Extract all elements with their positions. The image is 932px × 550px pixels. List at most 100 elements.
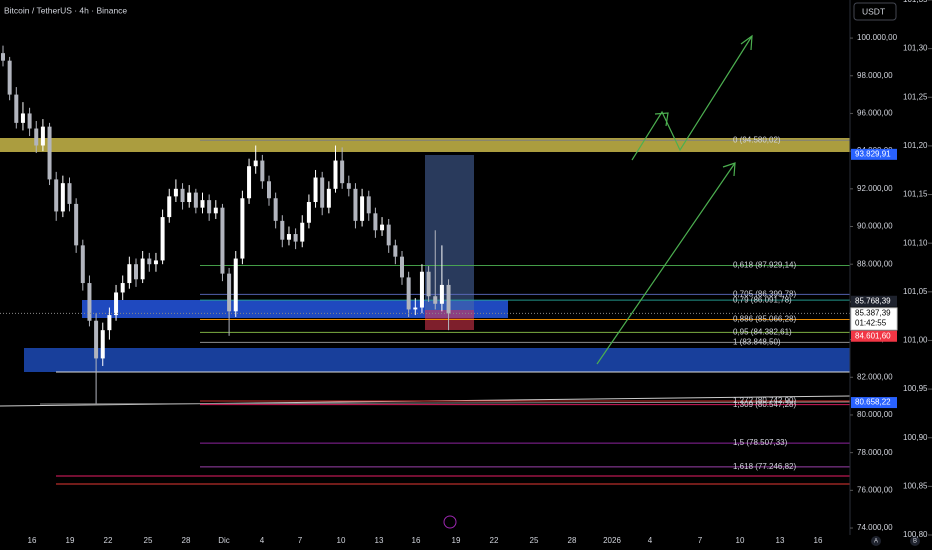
x-tick-label: 7 [698,536,703,545]
x-tick-label: 28 [182,536,191,545]
x-tick-label: 19 [452,536,461,545]
x-tick-label: 28 [568,536,577,545]
candle-body [419,271,424,308]
price-badge [851,295,897,307]
fib-label: 0,705 (86.399,78) [733,289,796,298]
currency-button[interactable] [853,2,897,21]
candle-body [433,296,438,304]
fib-label: 1,5 (78.507,33) [733,438,788,447]
candle-body [127,264,132,284]
countdown: 01:42:55 [855,319,887,328]
event-icon[interactable] [443,515,457,529]
time-axis-panel [0,535,932,550]
candle-body [213,207,218,214]
candle-body [333,160,338,189]
x-tick-label: 16 [28,536,37,545]
fib-label: 1,272 (80.742,90) [733,396,796,405]
y2-tick-label: 100,80 [903,530,928,539]
y-tick-label: 98.000,00 [857,71,893,80]
axes: 100.000,0098.000,0096.000,0094.000,0092.… [28,0,932,545]
candle-body [227,273,232,312]
arrow-head [722,162,736,177]
candle-body [220,207,225,274]
candle-body [380,224,385,231]
candle-body [134,264,138,280]
position-target [425,155,474,310]
x-tick-label: 4 [260,536,265,545]
x-tick-label: 25 [144,536,153,545]
x-tick-label: 22 [104,536,113,545]
x-tick-label: 13 [776,536,785,545]
candle-body [340,160,345,184]
candle-body [27,113,32,129]
candle-body [54,179,59,212]
x-tick-label: 10 [736,536,745,545]
candle-body [366,196,371,214]
candle-body [280,220,285,240]
y-tick-label: 76.000,00 [857,485,893,494]
candle-body [386,224,391,246]
candle-body [47,126,52,180]
candle-body [240,198,245,259]
candle-body [80,245,85,284]
candle-body [173,188,178,197]
price-badge [851,397,897,409]
y2-tick-label: 101,35 [903,0,928,4]
fib-label: 1,309 (80.547,28) [733,400,796,409]
y2-tick-label: 101,10 [903,238,928,247]
x-tick-label: 10 [337,536,346,545]
price-axis-panel [850,0,932,550]
candle-body [153,260,158,265]
candle-body [7,60,12,95]
price-badge [851,148,897,160]
log-button[interactable] [910,536,920,546]
candle-body [140,258,145,280]
x-tick-label: Dic [218,536,230,545]
candle-body [87,283,92,321]
price-badge-label: 85.387,39 [855,309,891,318]
arrow-head [654,112,669,127]
auto-button[interactable] [871,536,881,546]
fib-label: 0,79 (86.091,78) [733,295,792,304]
candle-body [233,258,238,312]
candle-body [406,277,411,310]
arrow-head [740,34,753,51]
candle-body [413,307,418,310]
log-button-label[interactable]: B [913,539,917,545]
supply-zone [0,138,850,152]
candle-body [346,183,351,189]
fib-label: 0,886 (85.066,28) [733,315,796,324]
y2-tick-label: 101,05 [903,287,928,296]
projection-arrows [596,34,753,365]
fib-label: 1,618 (77.246,82) [733,462,796,471]
x-tick-label: 25 [530,536,539,545]
candle-body [247,166,252,199]
fib-label: 1 (83.848,50) [733,338,781,347]
candle-body [20,113,25,123]
arrow [596,162,736,365]
candle-body [313,177,318,203]
candle-body [187,192,192,203]
y-tick-label: 92.000,00 [857,184,893,193]
fib-label: 0,618 (87.929,14) [733,261,796,270]
x-tick-label: 13 [375,536,384,545]
candle-body [326,188,331,208]
price-badge-label: 80.658,22 [855,398,891,407]
auto-button-label[interactable]: A [874,539,878,545]
y-tick-label: 88.000,00 [857,259,893,268]
candle-body [114,292,119,316]
y2-tick-label: 101,15 [903,190,928,199]
y2-tick-label: 101,30 [903,44,928,53]
y2-tick-label: 101,00 [903,336,928,345]
price-badge [850,307,898,331]
x-tick-label: 22 [490,536,499,545]
y-tick-label: 74.000,00 [857,523,893,532]
candle-body [293,234,298,242]
y-tick-label: 82.000,00 [857,372,893,381]
currency-button-label[interactable]: USDT [862,6,885,16]
candle-body [160,217,165,261]
price-badge-label: 84.601,60 [855,331,891,340]
candle-body [167,196,172,218]
arrow [631,35,753,161]
